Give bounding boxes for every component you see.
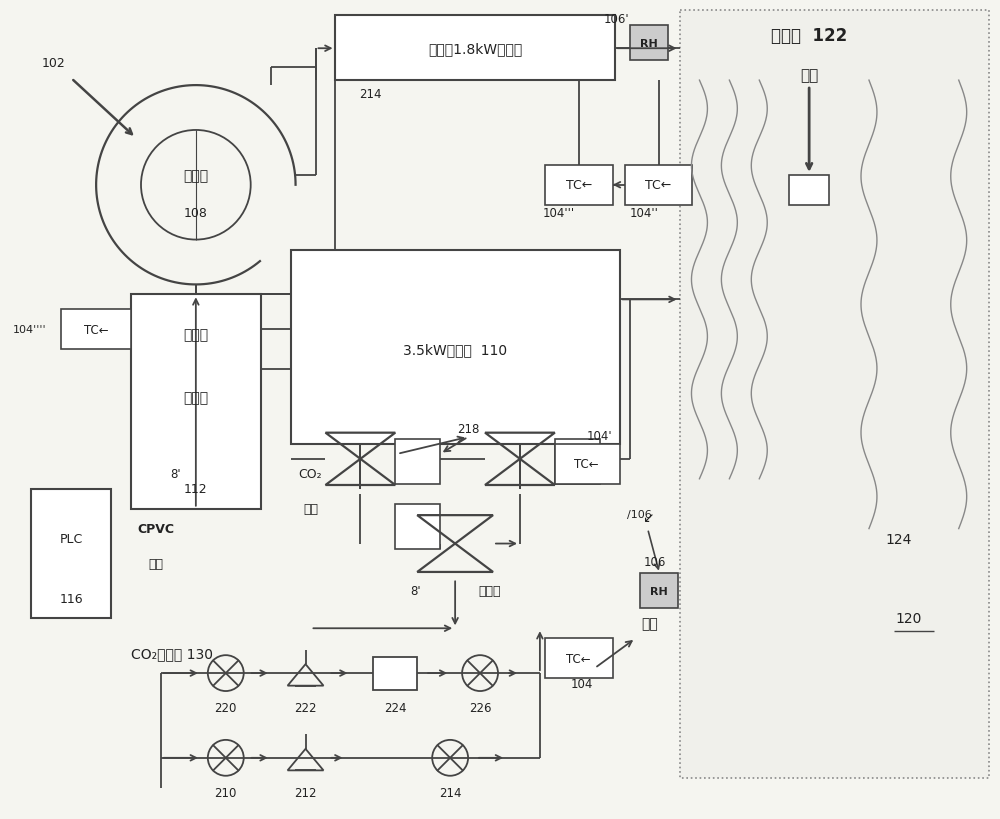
Bar: [545, 165, 613, 206]
Text: 218: 218: [457, 423, 479, 436]
Bar: [373, 657, 417, 690]
Text: 8': 8': [410, 584, 421, 597]
Text: 104'''': 104'''': [12, 325, 46, 335]
Text: CO₂供给源 130: CO₂供给源 130: [131, 646, 213, 660]
Text: 120: 120: [896, 612, 922, 626]
Bar: [31, 489, 111, 618]
Text: RH: RH: [650, 586, 667, 597]
Text: 222: 222: [294, 702, 317, 715]
Bar: [555, 445, 620, 484]
Text: TC←: TC←: [645, 179, 672, 192]
Text: 管道: 管道: [148, 557, 163, 570]
Bar: [545, 639, 613, 678]
Text: 214: 214: [439, 786, 461, 799]
Text: 214: 214: [359, 88, 382, 101]
Text: 124: 124: [886, 532, 912, 546]
Text: 104: 104: [571, 676, 593, 690]
Text: 8': 8': [171, 468, 181, 481]
Bar: [630, 26, 668, 61]
Bar: [625, 165, 692, 206]
Text: TC←: TC←: [574, 458, 599, 471]
Text: 226: 226: [469, 702, 491, 715]
Text: 212: 212: [294, 786, 317, 799]
Text: 108: 108: [184, 207, 208, 219]
Text: 104': 104': [587, 430, 613, 443]
Bar: [395, 504, 440, 549]
Text: 112: 112: [184, 482, 208, 495]
Text: TC←: TC←: [566, 179, 592, 192]
Text: RH: RH: [640, 39, 657, 49]
Text: 控制: 控制: [641, 617, 658, 631]
Text: 十八个1.8kW加热器: 十八个1.8kW加热器: [428, 42, 522, 57]
Text: 104''': 104''': [543, 207, 575, 219]
Text: 深冷器: 深冷器: [183, 328, 208, 342]
Text: 106: 106: [643, 555, 666, 568]
Text: 106': 106': [604, 13, 629, 25]
Text: 换热器: 换热器: [183, 391, 208, 405]
Text: CO₂: CO₂: [299, 468, 322, 481]
Text: /106: /106: [627, 509, 652, 519]
Text: 鼓风机: 鼓风机: [183, 169, 208, 183]
Text: 210: 210: [215, 786, 237, 799]
Text: 220: 220: [215, 702, 237, 715]
Bar: [640, 574, 678, 609]
Bar: [789, 175, 829, 206]
Text: 224: 224: [384, 702, 407, 715]
Text: 104'': 104'': [630, 207, 659, 219]
Text: PLC: PLC: [60, 532, 83, 545]
Bar: [131, 295, 261, 509]
Text: 控制: 控制: [800, 69, 818, 84]
Bar: [395, 439, 440, 484]
Bar: [61, 310, 131, 350]
Bar: [335, 16, 615, 81]
Text: 116: 116: [59, 592, 83, 605]
Bar: [291, 251, 620, 445]
Text: 集气室  122: 集气室 122: [771, 27, 847, 45]
Bar: [555, 439, 600, 484]
Text: 102: 102: [41, 57, 65, 70]
Text: 入口: 入口: [303, 503, 318, 515]
Text: CPVC: CPVC: [137, 523, 174, 536]
Text: TC←: TC←: [84, 324, 108, 337]
Text: 3.5kW深冷器  110: 3.5kW深冷器 110: [403, 343, 507, 357]
Text: TC←: TC←: [566, 652, 591, 665]
Bar: [680, 11, 989, 778]
Text: ↙: ↙: [642, 510, 653, 524]
Text: 气动阀: 气动阀: [479, 584, 501, 597]
